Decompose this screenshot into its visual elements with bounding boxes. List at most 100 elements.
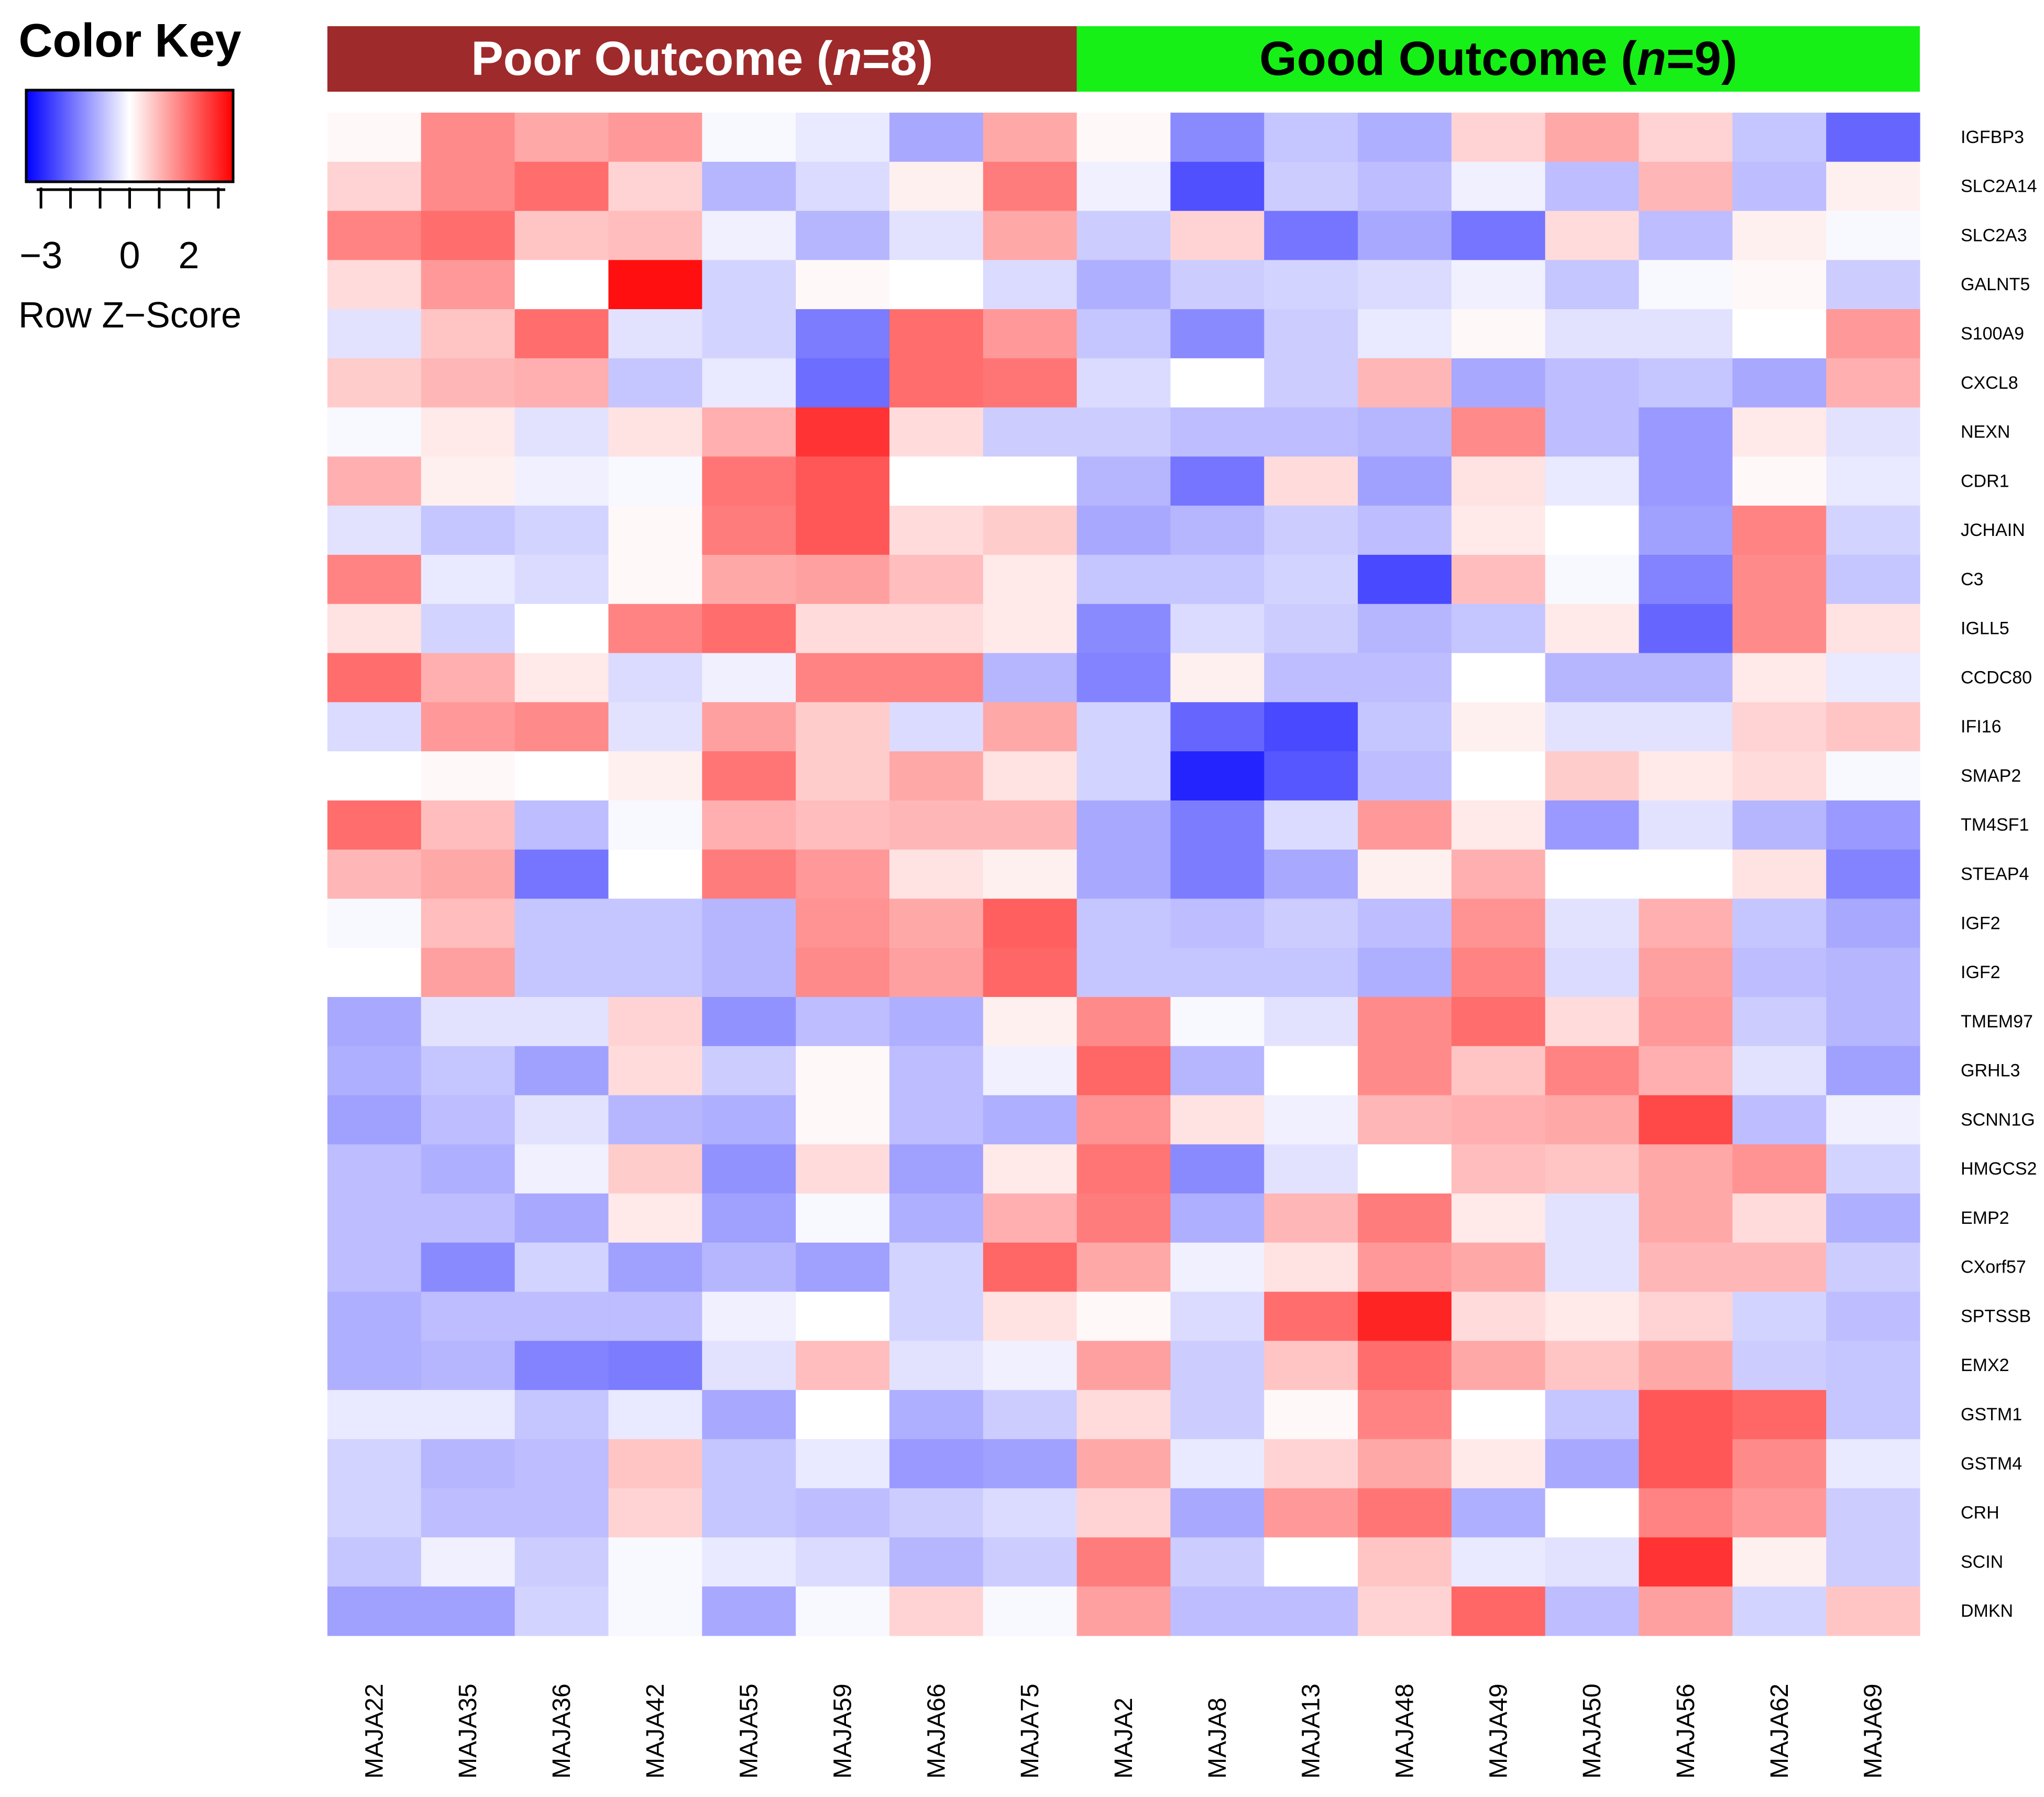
group-label-part: ) [1721, 32, 1738, 85]
heatmap-cell [421, 1439, 515, 1489]
heatmap-cell [1264, 113, 1358, 162]
heatmap-cell [1451, 898, 1546, 948]
heatmap-cell [1639, 211, 1733, 260]
row-label: IFI16 [1961, 717, 2001, 737]
heatmap-cell [1264, 800, 1358, 850]
heatmap-cell [1826, 407, 1920, 457]
heatmap-cell [889, 456, 984, 506]
heatmap-cell [327, 1341, 422, 1390]
heatmap-cell [889, 702, 984, 752]
heatmap-cell [889, 1537, 984, 1587]
heatmap-cell [421, 1046, 515, 1096]
heatmap-cell [1358, 653, 1452, 703]
heatmap-cell [327, 358, 422, 408]
heatmap-cell [1170, 260, 1265, 310]
heatmap-cell [889, 800, 984, 850]
heatmap-cell [327, 996, 422, 1047]
heatmap-cell [1732, 702, 1827, 752]
row-label: IGF2 [1961, 913, 2001, 933]
heatmap-cell [608, 800, 702, 850]
heatmap-cell [1826, 113, 1920, 162]
heatmap-cell [327, 1242, 422, 1292]
heatmap-cell [1732, 1144, 1827, 1194]
heatmap-cell [1732, 113, 1827, 162]
heatmap-cell [327, 211, 422, 260]
heatmap-cell [1170, 1291, 1265, 1341]
heatmap-cell [1639, 1537, 1733, 1587]
heatmap-cell [1170, 1242, 1265, 1292]
heatmap-cell [983, 751, 1078, 801]
heatmap-cell [1170, 849, 1265, 899]
heatmap-cell [421, 800, 515, 850]
heatmap-cell [1545, 1537, 1640, 1587]
heatmap-cell [1358, 1439, 1452, 1489]
heatmap-cell [1545, 702, 1640, 752]
heatmap-cell [1732, 1537, 1827, 1587]
heatmap-cell [421, 948, 515, 998]
heatmap-cell [1451, 1046, 1546, 1096]
heatmap-cell [514, 898, 609, 948]
heatmap-cell [327, 800, 422, 850]
heatmap-cell [1170, 1586, 1265, 1636]
row-label: DMKN [1961, 1601, 2013, 1621]
key-tick-label: −3 [19, 235, 62, 277]
heatmap-cell [514, 849, 609, 899]
heatmap-cell [889, 1586, 984, 1636]
column-label: MAJA66 [922, 1684, 950, 1779]
heatmap-cell [1639, 161, 1733, 212]
heatmap-cell [421, 1242, 515, 1292]
heatmap-cell [1826, 996, 1920, 1047]
heatmap-cell [1076, 1390, 1171, 1440]
heatmap-cell [1732, 800, 1827, 850]
heatmap-cell [796, 358, 890, 408]
heatmap-cell [1451, 1242, 1546, 1292]
heatmap-cell [1732, 751, 1827, 801]
heatmap-cell [1826, 604, 1920, 654]
heatmap-cell [1545, 1586, 1640, 1636]
heatmap-cell [1170, 358, 1265, 408]
heatmap-cell [421, 1095, 515, 1145]
heatmap-cell [1545, 309, 1640, 359]
group-bar [327, 26, 1077, 92]
heatmap-cell [983, 800, 1078, 850]
heatmap-cell [1451, 1537, 1546, 1587]
heatmap-cell [421, 1341, 515, 1390]
heatmap-cell [1826, 751, 1920, 801]
heatmap-cell [1451, 996, 1546, 1047]
heatmap-cell [983, 554, 1078, 605]
heatmap-cell [1639, 653, 1733, 703]
heatmap-cell [327, 1095, 422, 1145]
heatmap-cell [1076, 800, 1171, 850]
heatmap-cell [1545, 113, 1640, 162]
heatmap-cell [889, 849, 984, 899]
heatmap-cell [702, 1586, 796, 1636]
heatmap-cell [1545, 1095, 1640, 1145]
heatmap-cell [796, 1193, 890, 1243]
heatmap-cell [514, 358, 609, 408]
heatmap-cell [889, 113, 984, 162]
heatmap-cell [514, 554, 609, 605]
heatmap-cell [796, 702, 890, 752]
heatmap-cell [1545, 800, 1640, 850]
heatmap-cell [1826, 800, 1920, 850]
heatmap-cell [1170, 506, 1265, 555]
heatmap-cell [889, 309, 984, 359]
heatmap-cell [1826, 260, 1920, 310]
heatmap-cell [1451, 358, 1546, 408]
heatmap-cell [1170, 1439, 1265, 1489]
row-label: SCNN1G [1961, 1110, 2035, 1130]
heatmap-cell [1451, 554, 1546, 605]
heatmap-cell [421, 1390, 515, 1440]
heatmap-cell [1170, 1144, 1265, 1194]
heatmap-cell [889, 260, 984, 310]
heatmap-cell [1264, 1586, 1358, 1636]
heatmap-cell [1826, 1341, 1920, 1390]
heatmap-cell [1264, 1291, 1358, 1341]
heatmap-cell [1732, 554, 1827, 605]
heatmap-cell [1639, 1439, 1733, 1489]
heatmap-cell [1545, 849, 1640, 899]
row-label: SMAP2 [1961, 766, 2021, 786]
row-label: HMGCS2 [1961, 1159, 2037, 1179]
group-label-part: n [1637, 32, 1666, 85]
heatmap-cell [1545, 1046, 1640, 1096]
